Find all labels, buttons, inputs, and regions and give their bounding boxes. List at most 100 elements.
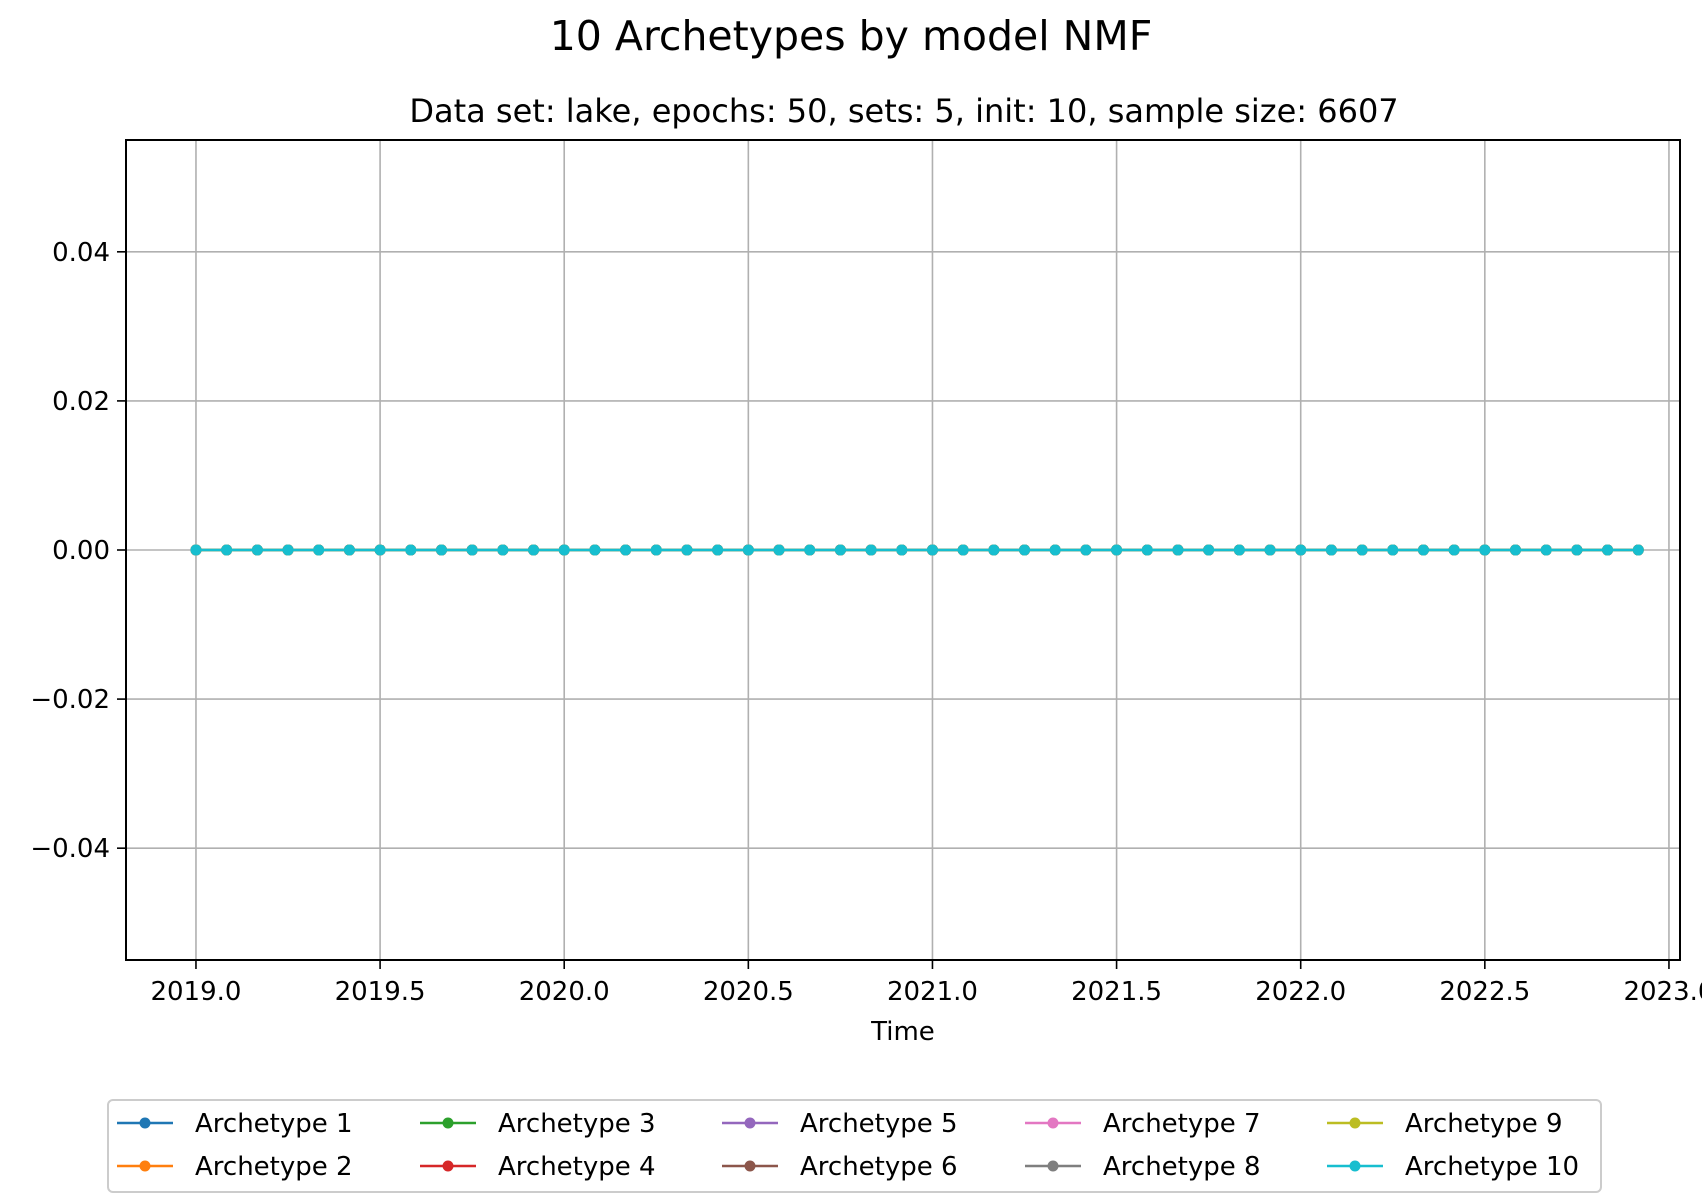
data-point [1203, 544, 1215, 556]
legend-marker [139, 1117, 151, 1129]
y-axis: 0.04 0.02 0.00 −0.02 −0.04 [30, 238, 126, 864]
data-point [742, 544, 754, 556]
legend-marker [1349, 1160, 1361, 1172]
data-point [1264, 544, 1276, 556]
legend-label: Archetype 6 [800, 1152, 958, 1182]
data-point [528, 544, 540, 556]
legend-label: Archetype 10 [1405, 1152, 1579, 1182]
data-point [1356, 544, 1368, 556]
data-point [957, 544, 969, 556]
series-archetype-10 [190, 544, 1644, 556]
data-point [650, 544, 662, 556]
data-point [681, 544, 693, 556]
data-point [1111, 544, 1123, 556]
legend-marker [139, 1160, 151, 1172]
legend-marker [1047, 1160, 1059, 1172]
data-point [1080, 544, 1092, 556]
y-tick-label: 0.02 [52, 387, 110, 417]
data-point [558, 544, 570, 556]
x-axis: 2019.0 2019.5 2020.0 2020.5 2021.0 2021.5 2022… [150, 960, 1702, 1007]
data-point [712, 544, 724, 556]
data-point [343, 544, 355, 556]
data-point [1387, 544, 1399, 556]
legend-item-archetype-7: Archetype 7 [1025, 1109, 1261, 1139]
legend-label: Archetype 5 [800, 1109, 958, 1139]
data-point [1448, 544, 1460, 556]
legend-label: Archetype 2 [195, 1152, 353, 1182]
legend-label: Archetype 8 [1103, 1152, 1261, 1182]
data-point [466, 544, 478, 556]
data-point [221, 544, 233, 556]
x-tick-label: 2019.5 [335, 977, 426, 1007]
data-point [1540, 544, 1552, 556]
legend-label: Archetype 3 [498, 1109, 656, 1139]
legend-marker [442, 1160, 454, 1172]
y-tick-label: −0.02 [30, 685, 110, 715]
data-point [1295, 544, 1307, 556]
data-point [1602, 544, 1614, 556]
x-tick-label: 2022.5 [1439, 977, 1530, 1007]
data-point [1141, 544, 1153, 556]
chart-title: 10 Archetypes by model NMF [549, 12, 1153, 60]
data-point [497, 544, 509, 556]
data-point [1172, 544, 1184, 556]
x-tick-label: 2022.0 [1255, 977, 1346, 1007]
data-point [1571, 544, 1583, 556]
legend-item-archetype-3: Archetype 3 [420, 1109, 656, 1139]
x-tick-label: 2019.0 [150, 977, 241, 1007]
data-point [1233, 544, 1245, 556]
legend-item-archetype-1: Archetype 1 [117, 1109, 353, 1139]
legend-label: Archetype 7 [1103, 1109, 1261, 1139]
legend-frame [107, 1099, 1602, 1193]
data-point [313, 544, 325, 556]
legend-marker [442, 1117, 454, 1129]
data-point [1417, 544, 1429, 556]
y-tick-label: −0.04 [30, 834, 110, 864]
data-point [374, 544, 386, 556]
x-axis-label: Time [870, 1017, 935, 1047]
data-point [1019, 544, 1031, 556]
legend-marker [1349, 1117, 1361, 1129]
series-group [190, 544, 1644, 556]
legend-item-archetype-2: Archetype 2 [117, 1152, 353, 1182]
legend-item-archetype-10: Archetype 10 [1327, 1152, 1579, 1182]
data-point [926, 544, 938, 556]
data-point [896, 544, 908, 556]
data-point [834, 544, 846, 556]
legend-item-archetype-4: Archetype 4 [420, 1152, 656, 1182]
data-point [1325, 544, 1337, 556]
legend-marker [744, 1117, 756, 1129]
x-tick-label: 2020.5 [703, 977, 794, 1007]
legend-item-archetype-6: Archetype 6 [722, 1152, 958, 1182]
data-point [1049, 544, 1061, 556]
data-point [282, 544, 294, 556]
data-point [1632, 544, 1644, 556]
data-point [1510, 544, 1522, 556]
x-tick-label: 2021.0 [887, 977, 978, 1007]
data-point [589, 544, 601, 556]
data-point [405, 544, 417, 556]
legend-label: Archetype 9 [1405, 1109, 1563, 1139]
data-point [773, 544, 785, 556]
legend-item-archetype-5: Archetype 5 [722, 1109, 958, 1139]
x-tick-label: 2021.5 [1071, 977, 1162, 1007]
data-point [865, 544, 877, 556]
y-tick-label: 0.04 [52, 238, 110, 268]
legend-marker [1047, 1117, 1059, 1129]
legend-label: Archetype 4 [498, 1152, 656, 1182]
data-point [1479, 544, 1491, 556]
x-tick-label: 2023.0 [1623, 977, 1702, 1007]
data-point [435, 544, 447, 556]
chart-subtitle: Data set: lake, epochs: 50, sets: 5, ini… [409, 92, 1399, 130]
legend-item-archetype-8: Archetype 8 [1025, 1152, 1261, 1182]
legend-marker [744, 1160, 756, 1172]
y-tick-label: 0.00 [52, 536, 110, 566]
data-point [620, 544, 632, 556]
data-point [190, 544, 202, 556]
x-tick-label: 2020.0 [519, 977, 610, 1007]
legend-label: Archetype 1 [195, 1109, 353, 1139]
data-point [804, 544, 816, 556]
legend-item-archetype-9: Archetype 9 [1327, 1109, 1563, 1139]
legend: Archetype 1 Archetype 2 Archetype 3 Archety… [107, 1099, 1602, 1193]
